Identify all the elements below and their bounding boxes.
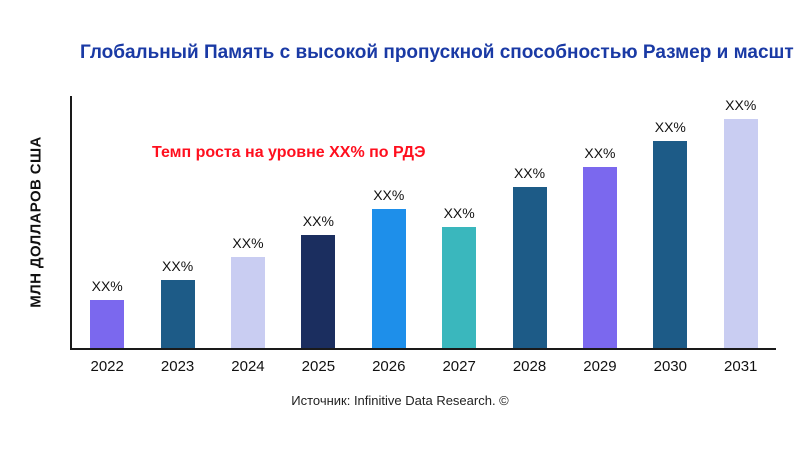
bar-value-label: XX% [513,164,546,181]
x-tick-label: 2024 [231,358,265,375]
bar-value-label: XX% [725,96,757,113]
bar-value-label: XX% [584,144,616,161]
x-tick-label: 2028 [512,358,547,375]
bar-value-label: XX% [654,119,686,136]
bar-group: XX% 2022 [90,96,125,375]
bar-group: XX% 2026 [371,96,406,375]
x-tick-label: 2025 [301,358,336,375]
bar [582,166,617,348]
x-tick-label: 2022 [90,358,124,375]
bar [230,257,265,348]
bar [512,186,547,348]
bar-group: XX% 2025 [301,96,336,375]
bar-value-label: XX% [302,212,334,229]
bar [723,118,758,348]
bars-container: XX% 2022 XX% 2023 XX% 2024 XX% 2025 XX% 2026 XX% 20… [72,96,776,375]
plot-area: Темп роста на уровне XX% по РДЭ XX% 2022 X… [70,96,776,375]
x-tick-label: 2031 [724,358,758,375]
bar [442,227,477,348]
bar-value-label: XX% [232,235,264,252]
bar-value-label: XX% [91,278,123,295]
bar-value-label: XX% [443,205,475,222]
bar-group: XX% 2028 [512,96,547,375]
bar-value-label: XX% [373,187,405,204]
bar [301,234,336,348]
bar-group: XX% 2030 [653,96,688,375]
bar-group: XX% 2029 [582,96,617,375]
bar [160,279,195,348]
x-tick-label: 2023 [160,358,195,375]
x-tick-label: 2030 [653,358,687,375]
bar-value-label: XX% [162,257,194,274]
bar-group: XX% 2027 [442,96,477,375]
growth-rate-annotation: Темп роста на уровне XX% по РДЭ [152,144,426,161]
bar [371,209,406,348]
x-tick-label: 2027 [442,358,476,375]
bar-group: XX% 2024 [230,96,265,375]
source-caption: Источник: Infinitive Data Research. © [291,393,509,408]
bar [653,141,688,348]
bar-group: XX% 2031 [723,96,758,375]
y-axis-label: МЛН ДОЛЛАРОВ США [27,136,45,308]
chart-title: Глобальный Память с высокой пропускной с… [80,42,794,63]
bar [90,300,125,348]
x-tick-label: 2029 [583,358,617,375]
bar-group: XX% 2023 [160,96,195,375]
x-tick-label: 2026 [372,358,406,375]
